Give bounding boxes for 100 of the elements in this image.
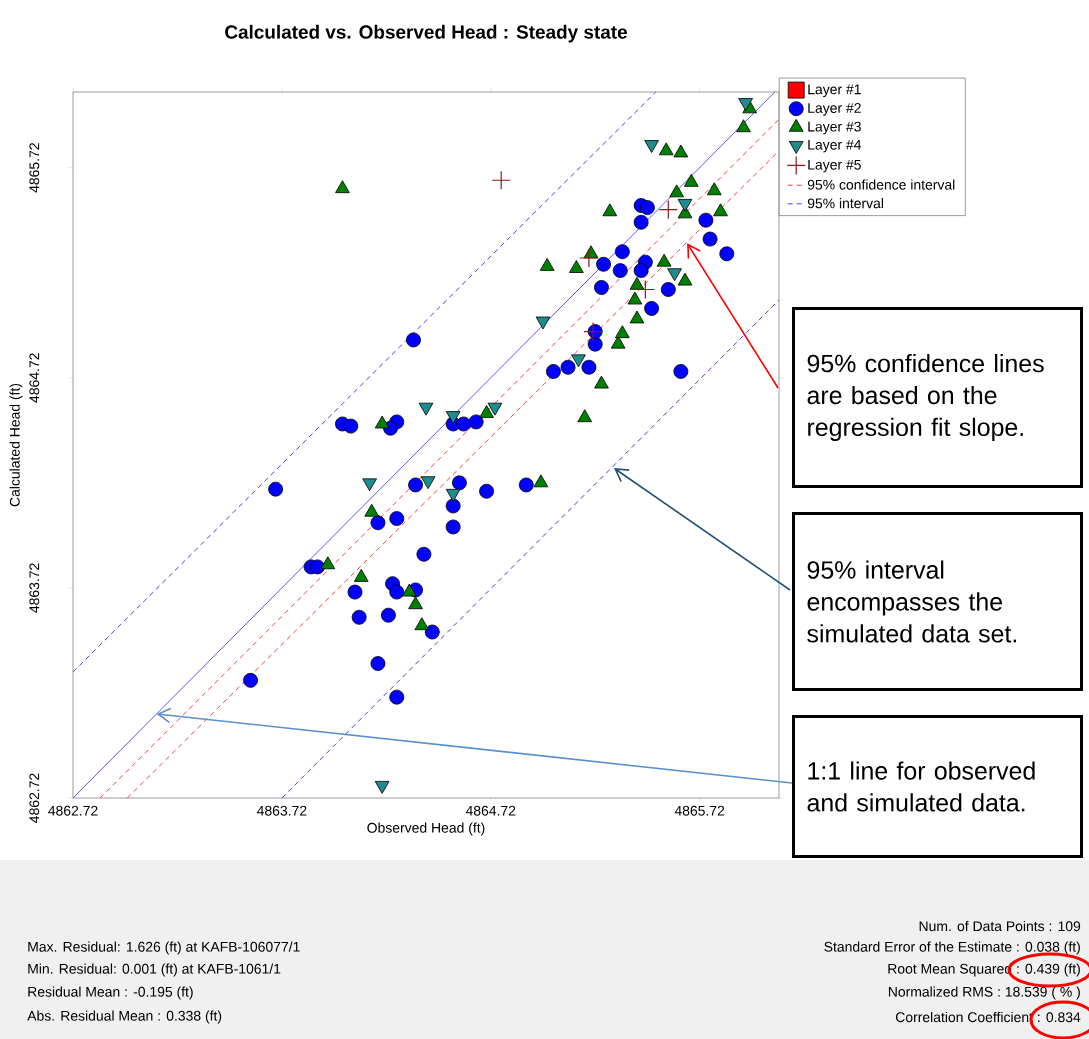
point [569, 260, 584, 273]
y-tick-label: 4864.72 [29, 353, 40, 403]
point [389, 584, 405, 600]
point [335, 180, 350, 194]
point [370, 656, 386, 671]
point [587, 336, 603, 352]
point [320, 556, 336, 570]
point [660, 282, 676, 297]
text: Abs. Residual Mean : 0.338 (ft) [27, 1010, 222, 1024]
annotation: 95% confidence lines are based on the regression fit slope. [807, 354, 1044, 441]
point [479, 405, 494, 418]
point [381, 607, 396, 623]
point [713, 203, 728, 217]
annotation: 95% interval encompasses the simulated data set. [807, 560, 1017, 643]
point [539, 258, 555, 271]
point [406, 332, 421, 348]
point [669, 184, 684, 198]
point [351, 609, 367, 625]
point [416, 546, 432, 562]
point [673, 144, 689, 158]
point [370, 515, 386, 531]
point [633, 263, 649, 279]
point [656, 253, 672, 267]
text: Standard Error of the Estimate : 0.038 (ft) [824, 941, 1080, 955]
point [491, 170, 511, 190]
point [408, 477, 423, 493]
point [602, 203, 618, 217]
point [268, 481, 284, 497]
point [629, 276, 645, 290]
point [456, 416, 471, 432]
y-tick-label: 4865.72 [29, 143, 40, 193]
point [594, 280, 609, 295]
point [633, 214, 649, 230]
point [309, 559, 325, 575]
point [629, 310, 645, 324]
legend-label: Layer #1 [808, 84, 861, 98]
legend-label: 95% interval [807, 198, 884, 209]
point [408, 596, 423, 610]
point [627, 291, 643, 305]
text: Num. of Data Points : 109 [919, 920, 1081, 932]
point [610, 335, 626, 349]
point [579, 248, 599, 268]
point [343, 418, 359, 434]
point [518, 477, 534, 493]
x-tick-label: 4863.72 [256, 805, 307, 816]
point [389, 689, 405, 705]
legend-label: Layer #5 [808, 159, 861, 173]
point [560, 359, 576, 375]
point [698, 212, 714, 228]
point [702, 231, 718, 247]
x-tick-label: 4862.72 [48, 805, 98, 816]
point [533, 474, 549, 488]
point [401, 583, 417, 597]
legend-label: Layer #3 [808, 121, 861, 135]
text: Normalized RMS : 18.539 ( % ) [888, 986, 1080, 1000]
legend-label: Layer #2 [808, 103, 861, 116]
annotation: 1:1 line for observed and simulated data. [807, 761, 1035, 812]
point [658, 200, 678, 220]
y-axis-title: Calculated Head (ft) [9, 383, 23, 507]
point [374, 415, 390, 429]
point [479, 483, 494, 499]
x-tick-label: 4864.72 [465, 805, 516, 816]
point [546, 364, 561, 379]
point [452, 475, 467, 491]
point [594, 375, 609, 389]
point [581, 359, 597, 375]
chart-title: Calculated vs. Observed Head : Steady state [225, 24, 627, 43]
point [612, 263, 628, 279]
point [677, 272, 693, 286]
point [445, 498, 461, 514]
point [374, 781, 390, 794]
point [243, 672, 258, 688]
point [577, 409, 593, 423]
point [364, 503, 380, 517]
x-tick-label: 4865.72 [674, 805, 725, 816]
point [424, 624, 440, 640]
point [614, 244, 630, 260]
text: Residual Mean : -0.195 (ft) [28, 986, 193, 1000]
text: Min. Residual: 0.001 (ft) at KAFB-1061/1 [28, 963, 281, 977]
point [615, 325, 630, 339]
point [414, 617, 430, 631]
point [640, 200, 655, 215]
point [658, 142, 674, 156]
point [644, 301, 659, 316]
point [635, 279, 655, 300]
point [347, 584, 363, 600]
point [673, 364, 689, 379]
point [445, 519, 461, 535]
point [719, 246, 735, 262]
point [706, 182, 722, 196]
point [683, 173, 699, 187]
legend-label: 95% confidence interval [807, 179, 955, 190]
point [596, 256, 611, 272]
text: Max. Residual: 1.626 (ft) at KAFB-106077/1 [28, 941, 300, 955]
point [389, 511, 405, 526]
y-tick-label: 4863.72 [29, 563, 40, 613]
legend-label: Layer #4 [808, 139, 862, 153]
point [468, 414, 484, 430]
x-axis-title: Observed Head (ft) [367, 822, 485, 836]
point [736, 119, 751, 133]
